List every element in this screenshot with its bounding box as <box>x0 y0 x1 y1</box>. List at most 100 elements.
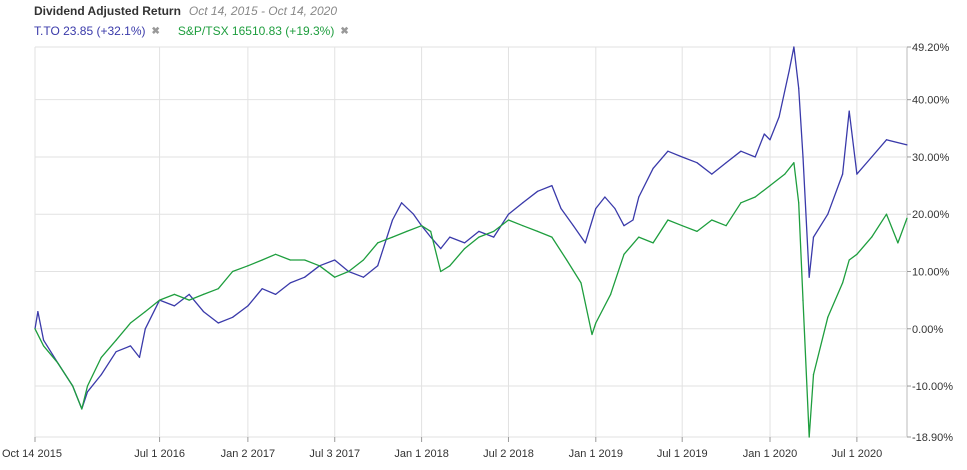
data-point <box>614 207 616 210</box>
data-point <box>173 305 175 307</box>
x-tick-label: Jan 1 2020 <box>743 448 797 460</box>
close-icon[interactable]: ✖ <box>151 25 160 37</box>
data-point <box>551 236 553 238</box>
y-tick-label: 10.00% <box>912 266 950 278</box>
data-point <box>202 310 205 313</box>
data-point <box>129 345 132 347</box>
data-point <box>274 253 277 255</box>
data-point <box>725 162 727 164</box>
data-point <box>604 196 606 198</box>
data-point <box>334 259 336 261</box>
data-point <box>812 373 815 376</box>
data-point <box>632 219 634 221</box>
close-icon[interactable]: ✖ <box>340 25 349 37</box>
data-point <box>144 310 146 313</box>
data-point <box>595 207 597 210</box>
data-point <box>188 299 190 301</box>
y-tick-label: 0.00% <box>912 324 943 336</box>
data-point <box>536 190 539 192</box>
data-point <box>42 345 45 347</box>
data-point <box>808 436 810 438</box>
chart-header: Dividend Adjusted Return Oct 14, 2015 - … <box>34 4 337 18</box>
data-point <box>34 328 36 330</box>
data-point <box>412 213 415 215</box>
data-point <box>86 391 89 393</box>
data-point <box>595 322 597 324</box>
data-point <box>173 293 175 296</box>
data-point <box>591 333 593 336</box>
data-point <box>463 247 466 250</box>
data-point <box>100 356 102 358</box>
data-point <box>906 217 908 219</box>
data-point <box>802 299 804 301</box>
date-range: Oct 14, 2015 - Oct 14, 2020 <box>188 4 337 18</box>
data-point <box>856 253 858 255</box>
data-point <box>769 139 771 141</box>
data-point <box>885 213 888 215</box>
data-point <box>812 236 815 238</box>
data-point <box>871 156 873 158</box>
legend-label-tsx[interactable]: S&P/TSX 16510.83 (+19.3%) <box>177 24 335 38</box>
data-point <box>115 351 117 353</box>
data-point <box>507 219 510 221</box>
data-point <box>261 288 263 290</box>
data-point <box>100 373 102 376</box>
data-point <box>57 362 59 364</box>
chart-title: Dividend Adjusted Return <box>34 4 181 18</box>
data-point <box>507 213 510 215</box>
data-point <box>347 270 350 273</box>
data-point <box>667 150 669 152</box>
data-point <box>231 270 234 273</box>
data-point <box>788 70 790 72</box>
x-tick-label: Jul 3 2017 <box>309 448 360 460</box>
data-point <box>334 276 336 278</box>
data-point <box>493 230 495 233</box>
data-point <box>681 156 683 158</box>
data-point <box>841 173 844 175</box>
data-point <box>231 316 234 318</box>
y-tick-label: 49.20% <box>912 42 950 54</box>
legend-item-tsx[interactable]: S&P/TSX 16510.83 (+19.3%) ✖ <box>178 24 349 38</box>
data-point <box>784 173 786 175</box>
data-point <box>522 225 524 227</box>
data-point <box>289 282 291 284</box>
data-point <box>304 259 306 261</box>
data-point <box>740 202 742 204</box>
data-point <box>848 110 850 112</box>
data-point <box>793 162 795 164</box>
legend-item-tto[interactable]: T.TO 23.85 (+32.1%) ✖ <box>34 24 160 38</box>
data-point <box>885 139 888 141</box>
y-axis: 49.20% 40.00% 30.00% 20.00% 10.00% 0.00% -10.0… <box>907 42 953 444</box>
x-tick-label: Jan 1 2019 <box>569 448 623 460</box>
data-point <box>304 276 306 278</box>
data-point <box>400 202 403 204</box>
data-point <box>289 259 291 261</box>
data-point <box>430 236 432 238</box>
data-point <box>449 236 451 238</box>
y-tick-label: -18.90% <box>912 432 953 444</box>
data-point <box>37 310 39 313</box>
data-point <box>72 385 74 387</box>
y-tick-label: 20.00% <box>912 209 950 221</box>
data-point <box>808 276 810 278</box>
data-point <box>667 219 669 221</box>
data-point <box>421 225 423 227</box>
data-point <box>798 87 800 89</box>
data-point <box>763 133 765 135</box>
data-point <box>897 242 899 244</box>
data-point <box>188 293 190 296</box>
data-point <box>572 225 574 227</box>
data-point <box>793 46 795 48</box>
data-point <box>638 236 640 238</box>
legend-label-tto[interactable]: T.TO 23.85 (+32.1%) <box>34 24 146 38</box>
data-point <box>696 162 698 164</box>
data-point <box>584 242 586 244</box>
data-point <box>42 339 45 341</box>
data-point <box>740 150 742 152</box>
data-point <box>610 293 612 296</box>
data-point <box>362 259 364 261</box>
data-point <box>871 236 873 238</box>
data-point <box>430 230 432 233</box>
data-point <box>463 242 466 244</box>
data-point <box>827 316 829 318</box>
